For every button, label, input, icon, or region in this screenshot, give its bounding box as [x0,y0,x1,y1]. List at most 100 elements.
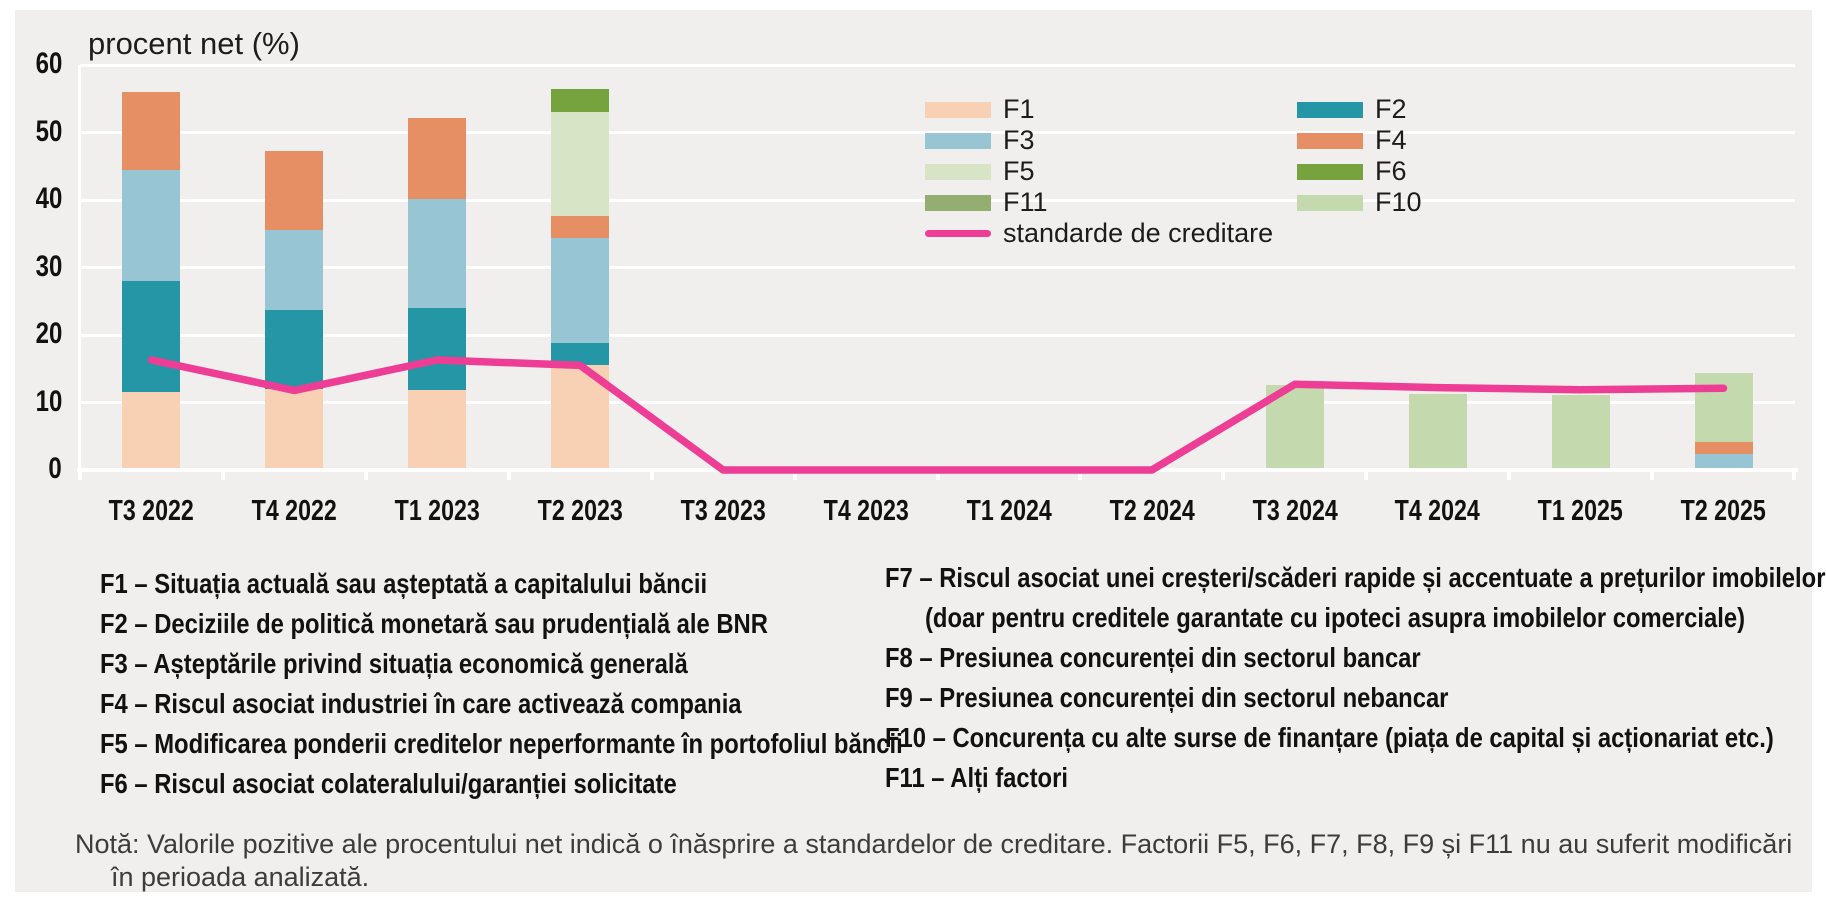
bar-segment-f2-t4-2022 [265,310,324,389]
chart-note: Notă: Valorile pozitive ale procentului … [75,828,1792,894]
y-tick-text: 60 [35,47,62,80]
footnote-line: F11 – Alți factori [885,762,1826,802]
y-tick-text: 50 [35,114,62,148]
footnote-text: F4 – Riscul asociat industriei în care a… [100,688,742,719]
y-tick-label: 10 [0,385,62,419]
footnote-text: F5 – Modificarea ponderii creditelor nep… [100,728,903,759]
x-tick-text: T2 2025 [1680,495,1767,527]
x-tick-label: T2 2025 [1644,495,1804,528]
legend-color-swatch [925,101,991,118]
footnote-f4: F4 – Riscul asociat industriei în care a… [100,688,1044,728]
legend-line-swatch [925,230,991,237]
footnote-text: F6 – Riscul asociat colateralului/garanț… [100,768,677,799]
credit-standards-line [147,356,1728,474]
legend-item-f3: F3 [925,125,1273,156]
legend-color-swatch [925,163,991,180]
x-tick-text: T3 2024 [1252,495,1338,527]
bar-segment-f6-t2-2023 [551,89,610,112]
footnote-text: F9 – Presiunea concurenței din sectorul … [885,682,1449,713]
footnote-line: F9 – Presiunea concurenței din sectorul … [885,682,1826,722]
x-tick-text: T1 2023 [394,495,480,527]
legend-item-f1: F1 [925,94,1273,125]
note-line-2: în perioada analizată. [111,862,370,892]
legend-color-swatch [1297,194,1363,211]
x-tick-label: T3 2024 [1215,495,1375,528]
x-tick-label: T3 2022 [71,495,231,528]
footnote-f1: F1 – Situația actuală sau așteptată a ca… [100,568,1044,608]
grid-line-20 [80,333,1795,337]
x-tick-label: T1 2023 [357,495,517,528]
bar-segment-f4-t2-2023 [551,215,610,239]
x-axis-tick [363,470,368,480]
legend-label: F10 [1375,187,1422,217]
x-axis-tick [649,470,654,480]
y-tick-label: 20 [0,317,62,351]
legend-item-standarde-de-creditare: standarde de creditare [925,218,1273,249]
y-axis-line [78,65,81,470]
bar-segment-f2-t2-2023 [551,343,610,365]
x-tick-text: T4 2023 [823,495,909,527]
legend-column-2: F2 F4 F6 F10 [1297,94,1422,218]
y-tick-text: 30 [35,249,62,283]
bar-segment-f10-t2-2025 [1694,372,1753,442]
y-tick-label: 60 [0,47,62,81]
x-axis-tick [78,470,82,480]
bar-segment-f5-t2-2023 [551,111,610,216]
y-tick-text: 0 [48,452,62,485]
footnote-text: F2 – Deciziile de politică monetară sau … [100,608,768,639]
bar-segment-f3-t2-2025 [1694,454,1753,470]
legend-color-swatch [925,194,991,211]
legend-label: F3 [1003,125,1035,155]
footnotes-left: F1 – Situația actuală sau așteptată a ca… [100,568,1044,808]
bar-segment-f3-t4-2022 [265,229,324,310]
x-tick-text: T1 2024 [966,495,1052,527]
bar-segment-f3-t1-2023 [408,198,467,308]
bar-segment-f2-t3-2022 [122,281,181,392]
footnote-line: F7 – Riscul asociat unei creșteri/scăder… [885,562,1826,602]
x-axis-tick [506,470,511,480]
x-axis-tick [792,470,797,480]
footnote-f3: F3 – Așteptările privind situația econom… [100,648,1044,688]
legend-item-f2: F2 [1297,94,1422,125]
legend-label: F1 [1003,94,1035,124]
grid-line-10 [80,401,1795,404]
x-tick-text: T3 2023 [680,495,766,527]
footnote-text: F7 – Riscul asociat unei creșteri/scăder… [885,562,1826,593]
x-tick-label: T2 2023 [500,495,660,528]
footnote-text: F11 – Alți factori [885,762,1068,793]
x-axis-tick [1364,470,1369,480]
legend-color-swatch [1297,163,1363,180]
y-tick-text: 10 [35,384,62,418]
x-tick-label: T4 2023 [786,495,946,528]
bar-segment-f4-t4-2022 [265,150,324,230]
legend-color-swatch [925,132,991,149]
footnote-text: F1 – Situația actuală sau așteptată a ca… [100,568,708,599]
bar-segment-f1-t3-2022 [122,391,181,470]
bar-segment-f4-t1-2023 [408,117,467,199]
bar-segment-f4-t2-2025 [1694,441,1753,455]
legend-label: standarde de creditare [1003,218,1274,248]
x-tick-text: T3 2022 [108,495,195,527]
x-axis-tick [1650,470,1655,480]
footnote-text: (doar pentru creditele garantate cu ipot… [925,602,1746,633]
footnote-line: F10 – Concurența cu alte surse de finanț… [885,722,1826,762]
x-tick-text: T2 2024 [1109,495,1195,527]
legend-label: F2 [1375,94,1407,124]
footnote-f6: F6 – Riscul asociat colateralului/garanț… [100,768,1044,808]
bar-segment-f2-t1-2023 [408,308,467,391]
bar-segment-f10-t1-2025 [1551,395,1610,470]
legend-label: F4 [1375,125,1407,155]
x-axis-tick [1221,470,1226,480]
x-tick-text: T4 2024 [1395,495,1481,527]
x-tick-label: T2 2024 [1072,495,1232,528]
bar-segment-f10-t4-2024 [1408,393,1467,470]
footnote-f2: F2 – Deciziile de politică monetară sau … [100,608,1044,648]
grid-line-30 [80,266,1795,269]
x-tick-text: T4 2022 [251,495,337,527]
bar-segment-f3-t3-2022 [122,169,181,281]
footnote-line: (doar pentru creditele garantate cu ipot… [925,602,1826,642]
x-tick-text: T1 2025 [1538,495,1624,527]
bar-segment-f3-t2-2023 [551,238,610,344]
chart-title: procent net (%) [88,26,300,61]
bar-segment-f1-t4-2022 [265,389,324,470]
